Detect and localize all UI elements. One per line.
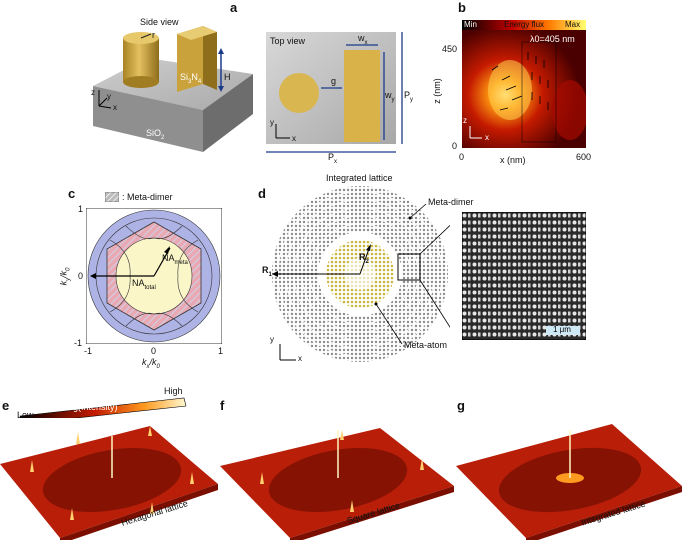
na-meta-label: NAmeta — [162, 253, 188, 266]
b-xtick-right: 600 — [576, 152, 592, 162]
side-axis-x: x — [113, 103, 117, 112]
colorbar-min-label: Min — [464, 20, 477, 29]
substrate-side-face — [203, 74, 253, 152]
b-ytick-bottom: 0 — [452, 141, 458, 151]
c-ytick-mid: 0 — [78, 271, 84, 281]
c-xtick-right: 1 — [218, 346, 224, 356]
panel-letter-a: a — [230, 0, 238, 15]
side-axis-y: y — [107, 92, 111, 101]
intensity-colorbar — [19, 397, 187, 418]
top-view-label: Top view — [270, 36, 306, 46]
height-label: H — [224, 72, 231, 82]
b-axis-z: z — [463, 116, 467, 125]
r2-label: R2 — [359, 252, 369, 265]
colorbar-high-label: High — [164, 386, 183, 396]
sem-inset — [462, 212, 586, 340]
colorbar-log-title: log(Intensity) — [66, 402, 118, 412]
wy-label: wy — [385, 90, 395, 103]
panel-letter-e: e — [2, 398, 10, 413]
b-xlabel: x (nm) — [500, 155, 526, 165]
colorbar-title: Energy flux — [504, 20, 545, 29]
panel-g-integrated-lattice-intensity — [456, 424, 682, 540]
c-xtick-left: -1 — [84, 346, 93, 356]
panel-c-na-plot — [86, 208, 222, 344]
c-xlabel: kx/k0 — [142, 357, 160, 370]
d-axes — [279, 344, 296, 361]
b-xtick-left: 0 — [459, 152, 465, 162]
py-label: Py — [404, 90, 414, 103]
b-axis-x: x — [485, 133, 489, 142]
panel-a-side-view — [93, 26, 253, 152]
meta-atom-label: Meta-atom — [404, 340, 448, 350]
legend-hatch-swatch — [105, 192, 119, 202]
na-total-label: NAtotal — [132, 278, 156, 291]
c-ytick-bottom: -1 — [74, 338, 83, 348]
colorbar-max-label: Max — [565, 20, 581, 29]
b-ylabel: z (nm) — [431, 78, 442, 104]
d-title: Integrated lattice — [326, 173, 393, 183]
sio2-label: SiO2 — [146, 128, 165, 141]
panel-f-square-lattice-intensity — [220, 428, 454, 540]
panel-b-energy-flux-map — [462, 20, 586, 148]
panel-e-hexagonal-lattice-intensity — [0, 426, 218, 540]
r1-label: R1 — [262, 265, 272, 278]
substrate-front-face — [93, 86, 203, 152]
meta-dimer-label: Meta-dimer — [428, 197, 474, 207]
colorbar-low-label: Low — [17, 410, 34, 420]
panel-letter-g: g — [457, 398, 465, 413]
px-label: Px — [328, 152, 338, 165]
wavelength-label: λ0=405 nm — [530, 34, 575, 44]
d-axis-y: y — [270, 335, 274, 344]
panel-letter-b: b — [458, 0, 466, 15]
side-view-label: Side view — [140, 17, 179, 27]
c-ytick-top: 1 — [78, 204, 84, 214]
d-axis-x: x — [298, 354, 302, 363]
top-axis-x: x — [292, 134, 296, 143]
si3n4-label: Si3N4 — [180, 72, 202, 85]
c-xtick-mid: 0 — [151, 346, 157, 356]
panel-d-integrated-lattice — [272, 186, 450, 362]
meta-dimer-legend-label: : Meta-dimer — [122, 192, 173, 202]
b-ytick-top: 450 — [442, 44, 458, 54]
c-ylabel: ky/k0 — [58, 267, 72, 286]
panel-a-top-view — [266, 32, 403, 153]
gap-label: g — [331, 76, 337, 86]
wx-label: wx — [358, 33, 368, 46]
panel-letter-f: f — [220, 398, 225, 413]
side-axis-z: z — [91, 88, 95, 97]
panel-letter-d: d — [258, 186, 266, 201]
radius-label: r — [152, 30, 155, 40]
panel-letter-c: c — [68, 186, 76, 201]
top-axis-y: y — [270, 118, 274, 127]
scale-bar-label: 1 μm — [553, 325, 571, 334]
